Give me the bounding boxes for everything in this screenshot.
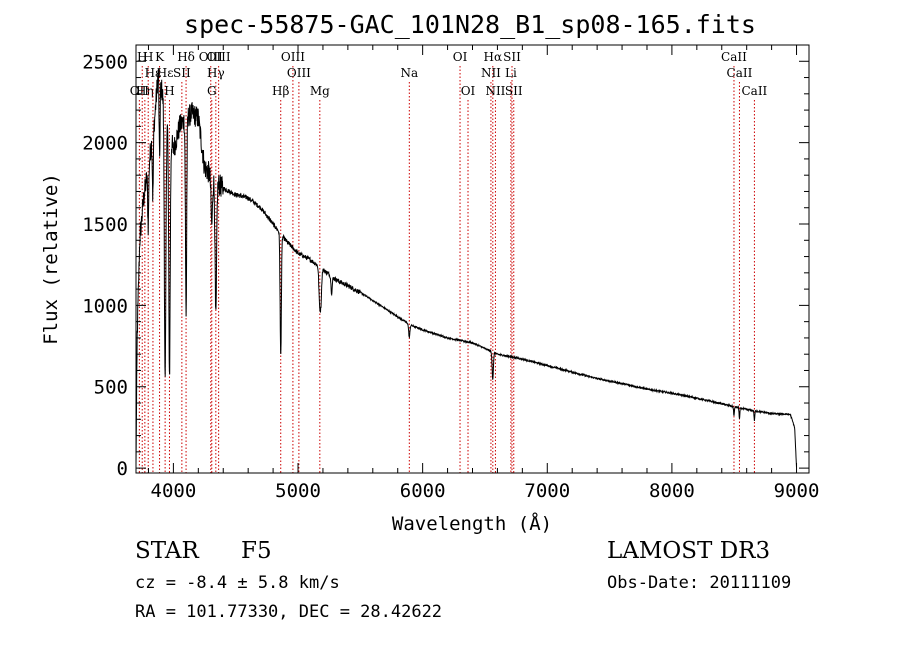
line-marker-label: SII	[173, 66, 191, 80]
line-marker-label: CaII	[741, 84, 767, 98]
line-marker-label: Hγ	[207, 66, 225, 80]
x-tick-label: 9000	[774, 480, 820, 502]
subclass-label: F5	[241, 538, 272, 564]
y-tick-label: 0	[117, 458, 128, 480]
line-marker-label: OIII	[287, 66, 311, 80]
survey-label: LAMOST DR3	[607, 538, 771, 564]
line-marker-label: Hα	[484, 50, 503, 64]
y-tick-label: 2000	[82, 133, 128, 155]
line-marker-label: H	[143, 50, 153, 64]
line-marker-label: H	[164, 84, 174, 98]
line-marker-label: SII	[505, 84, 523, 98]
redshift-text: cz = -8.4 ± 5.8 km/s	[135, 573, 340, 593]
spectrum-line	[135, 68, 797, 468]
line-marker-label: Na	[400, 66, 418, 80]
line-marker-label: OIII	[199, 50, 223, 64]
line-marker-label: OIII	[281, 50, 305, 64]
obs-date: Obs-Date: 20111109	[607, 573, 792, 593]
line-marker-label: OI	[453, 50, 468, 64]
line-marker-label: H	[137, 50, 147, 64]
chart-title: spec-55875-GAC_101N28_B1_sp08-165.fits	[184, 10, 756, 39]
y-tick-label: 500	[94, 377, 128, 399]
line-marker-label: Mg	[310, 84, 330, 98]
x-tick-label: 6000	[400, 480, 446, 502]
line-marker-label: Li	[505, 66, 517, 80]
coordinates: RA = 101.77330, DEC = 28.42622	[135, 602, 443, 622]
y-tick-label: 1000	[82, 295, 128, 317]
x-tick-label: 7000	[524, 480, 570, 502]
line-marker-label: Hε	[157, 66, 174, 80]
line-marker-label: Hδ	[177, 50, 195, 64]
line-marker-label: OIII	[207, 50, 231, 64]
line-marker-label: Hβ	[272, 84, 289, 98]
line-marker-label: Hε	[145, 66, 162, 80]
line-marker-label: NII	[485, 84, 505, 98]
line-marker-label: CaII	[721, 50, 747, 64]
x-tick-label: 5000	[275, 480, 321, 502]
line-marker-label: Hη	[136, 84, 154, 98]
line-marker-label: SII	[503, 50, 521, 64]
x-axis-label: Wavelength (Å)	[392, 512, 552, 535]
plot-frame	[135, 44, 810, 474]
x-tick-label: 4000	[151, 480, 197, 502]
line-marker-label: CaII	[727, 66, 753, 80]
line-marker-label: NII	[481, 66, 501, 80]
x-tick-label: 8000	[649, 480, 695, 502]
y-tick-label: 1500	[82, 214, 128, 236]
line-marker-label: K	[155, 50, 165, 64]
line-marker-label: OII	[130, 84, 150, 98]
y-tick-label: 2500	[82, 51, 128, 73]
axis-ticks: 4000 5000 6000 7000 8000 9000 0 500 1000 1500 2000…	[82, 45, 819, 502]
line-marker-label: OI	[461, 84, 476, 98]
class-label: STAR	[135, 538, 199, 564]
line-marker-label: G	[207, 84, 217, 98]
y-axis-label: Flux (relative)	[40, 173, 62, 345]
